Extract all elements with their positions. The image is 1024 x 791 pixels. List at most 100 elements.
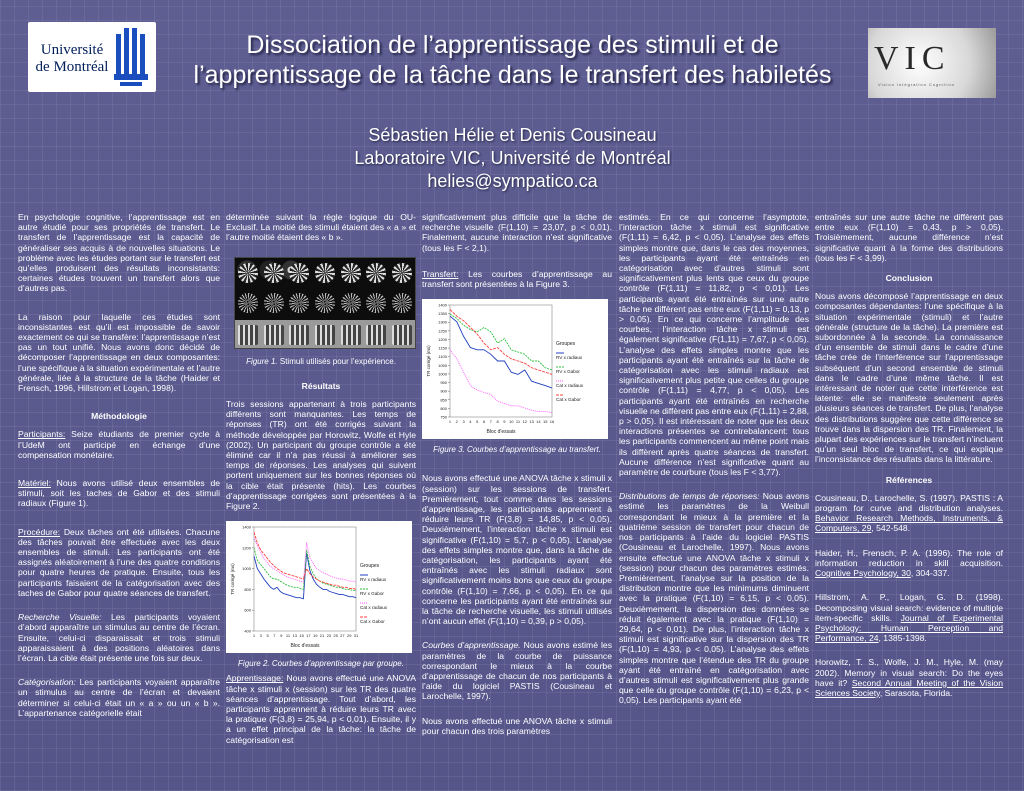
vic-logo-mark: VIC (874, 40, 951, 77)
x-tick-label: 23 (327, 633, 332, 638)
x-tick-label: 5 (476, 419, 479, 424)
y-tick-label: 1200 (242, 546, 252, 551)
y-tick-label: 1150 (438, 346, 447, 351)
x-tick-label: 16 (550, 419, 555, 424)
figure-2-text: Courbes d’apprentissage par groupe. (269, 659, 404, 669)
reference-4: Horowitz, T. S., Wolfe, J. M., Hyle, M. … (815, 657, 1003, 698)
reference-1-authors: Cousineau, D., Larochelle, S. (1997). PA… (815, 492, 1003, 514)
x-tick-label: 11 (286, 633, 291, 638)
x-tick-label: 1 (449, 419, 452, 424)
conclusion-heading: Conclusion (885, 273, 933, 284)
reference-2-pages: , 304-337. (910, 568, 950, 579)
transfert-paragraph: Transfert: Les courbes d’apprentissage a… (422, 269, 612, 289)
legend-title: Groupes (360, 563, 380, 569)
courbes-paragraph: Courbes d’apprentissage. Nous avons esti… (422, 640, 612, 701)
x-tick-label: 31 (354, 633, 359, 638)
column-1: En psychologie cognitive, l’apprentissag… (18, 212, 220, 790)
x-tick-label: 25 (333, 633, 338, 638)
series-line-2 (253, 547, 356, 592)
transfert-label: Transfert: (422, 268, 459, 279)
legend-label-1: RV x radiaux (556, 355, 583, 360)
x-tick-label: 3 (260, 633, 263, 638)
y-tick-label: 900 (440, 389, 447, 394)
x-tick-label: 10 (509, 419, 514, 424)
distributions-paragraph: Distributions de temps de réponses: Nous… (619, 491, 809, 705)
contact-email: helies@sympatico.ca (427, 171, 598, 191)
courbes-text: Nous avons estimé les paramètres de la c… (422, 640, 612, 702)
participants-label: Participants: (18, 429, 66, 440)
figure-3-chart: 750 800 850 900 950 1000 1050 1100 1150 1200 1250 1… (422, 299, 608, 440)
x-axis-label: Bloc d'essais (486, 429, 516, 435)
materiel-label: Matériel: (18, 478, 51, 489)
x-tick-label: 1 (253, 633, 256, 638)
udem-logo-text: Université de Montréal (32, 42, 112, 76)
authors-block: Sébastien Hélie et Denis Cousineau Labor… (170, 124, 855, 193)
reference-3-authors: Hillstrom, A. P., Logan, G. D. (1998). D… (815, 592, 1003, 623)
y-tick-label: 1100 (438, 354, 447, 359)
legend-label-2: RV x Gabor (360, 591, 384, 596)
y-tick-label: 750 (440, 415, 447, 420)
categorisation-label: Catégorisation: (18, 677, 76, 688)
poster-title-line1: Dissociation de l’apprentissage des stim… (246, 31, 779, 59)
y-tick-label: 1250 (438, 329, 448, 334)
lab-affiliation: Laboratoire VIC, Université de Montréal (354, 148, 671, 168)
figure-2-caption: Figure 2. Courbes d’apprentissage par gr… (226, 659, 416, 669)
legend-label-3: Cat x radiaux (556, 383, 584, 388)
x-tick-label: 15 (543, 419, 548, 424)
reference-4-location: , Sarasota, Florida. (879, 687, 953, 698)
x-tick-label: 12 (523, 419, 528, 424)
categorisation-text: Les participants voyaient apparaître un … (18, 677, 220, 718)
anova-transfert-paragraph: Nous avons effectué une ANOVA tâche x st… (422, 473, 612, 627)
authors: Sébastien Hélie et Denis Cousineau (368, 125, 657, 145)
figure-2-chart: 400 600 800 1000 1200 1400 1 3 5 7 9 11 13 15 17 19 21 23… (226, 521, 412, 654)
gabor-stimuli-row (235, 319, 415, 348)
materiel-text: Nous avons utilisé deux ensembles de sti… (18, 478, 220, 509)
courbes-label: Courbes d’apprentissage. (422, 640, 521, 651)
y-tick-label: 1400 (242, 525, 252, 530)
reference-3-journal: Journal of Experimental Psychology: Huma… (815, 612, 1003, 644)
series-line-1 (253, 553, 357, 600)
references-heading: Références (885, 474, 933, 485)
y-tick-label: 1000 (438, 372, 448, 377)
y-tick-label: 1400 (438, 303, 448, 308)
procedure-label: Procédure: (18, 526, 61, 537)
y-axis-label: TR corrigé (ms) (426, 345, 431, 377)
x-tick-label: 8 (496, 419, 499, 424)
x-tick-label: 4 (469, 419, 472, 424)
udem-emblem-icon (114, 28, 148, 86)
figure-3-number: Figure 3. (433, 445, 465, 455)
y-tick-label: 800 (440, 406, 447, 411)
x-tick-label: 7 (273, 633, 276, 638)
y-tick-label: 600 (244, 608, 251, 613)
reference-1: Cousineau, D., Larochelle, S. (1997). PA… (815, 493, 1003, 534)
x-axis-label: Bloc d'essais (290, 643, 320, 649)
stimuli-figure (234, 256, 416, 349)
x-tick-label: 9 (280, 633, 283, 638)
reference-2-journal: Cognitive Psychology, 30 (815, 568, 911, 579)
radial-stimuli-row-1 (235, 258, 415, 288)
participants-paragraph: Participants: Seize étudiants de premier… (18, 429, 220, 460)
procedure-text: Deux tâches ont été utilisées. Chacune d… (18, 526, 220, 598)
transfert-text: Les courbes d’apprentissage au transfert… (422, 268, 612, 290)
legend-label-4: Cat x Gabor (556, 397, 581, 402)
legend-label-3: Cat x radiaux (360, 605, 388, 610)
x-tick-label: 27 (340, 633, 345, 638)
x-tick-label: 17 (306, 633, 311, 638)
legend-title: Groupes (556, 341, 576, 347)
conclusion-paragraph: Nous avons décomposé l’apprentissage en … (815, 291, 1003, 465)
y-axis-label: TR corrigé (ms) (230, 563, 235, 595)
reference-4-meeting: Second Annual Meeting of the Vision Scie… (815, 677, 1003, 698)
reference-2-authors: Haider, H., Frensch, P. A. (1996). The r… (815, 547, 1003, 568)
series-line-4 (449, 309, 553, 376)
figure-1-caption: Figure 1. Stimuli utilisés pour l’expéri… (226, 357, 416, 367)
recherche-visuelle-label: Recherche Visuelle: (18, 612, 102, 623)
procedure-paragraph: Procédure: Deux tâches ont été utilisées… (18, 527, 220, 598)
column-3: significativement plus difficile que la … (422, 212, 612, 790)
figure-2-number: Figure 2. (238, 659, 270, 669)
x-tick-label: 21 (320, 633, 325, 638)
x-tick-label: 7 (490, 419, 493, 424)
radial-stimuli-row-2 (235, 288, 415, 318)
legend-label-2: RV x Gabor (556, 369, 580, 374)
series-line-2 (449, 313, 553, 371)
x-tick-label: 13 (529, 419, 534, 424)
